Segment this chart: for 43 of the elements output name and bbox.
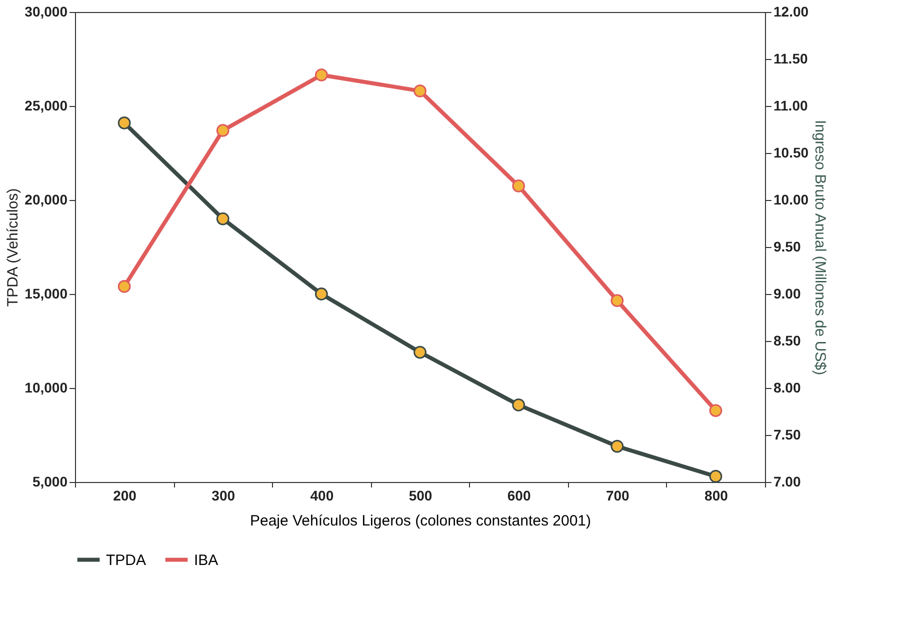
y2-tick-label: 8.00 — [774, 380, 801, 396]
x-axis-title: Peaje Vehículos Ligeros (colones constantes 2001) — [250, 512, 592, 530]
point — [216, 212, 230, 226]
x-tick-label: 400 — [310, 488, 334, 504]
x-tick-label: 600 — [507, 488, 531, 504]
point — [118, 116, 131, 130]
y2-tick-label: 9.50 — [774, 238, 801, 254]
x-tick-label: 700 — [606, 488, 630, 504]
y2-tick-label: 7.50 — [774, 426, 801, 442]
y-tick-label: 30,000 — [24, 4, 68, 20]
point — [610, 440, 624, 453]
x-tick-label: 300 — [212, 488, 236, 504]
legend-label: IBA — [194, 552, 218, 569]
y2-axis-title: Ingreso Bruto Anual (Millones de US$) — [812, 120, 829, 376]
y2-tick-label: 7.00 — [774, 474, 801, 490]
y2-tick-label: 8.50 — [774, 332, 801, 348]
point — [118, 280, 131, 293]
x-tick-label: 800 — [704, 488, 728, 504]
y2-tick-label: 11.00 — [774, 98, 808, 114]
point — [610, 294, 624, 308]
y2-tick-label: 11.50 — [774, 50, 808, 66]
point — [709, 470, 722, 483]
point — [414, 84, 426, 98]
y2-tick-label: 10.00 — [774, 192, 809, 208]
point — [512, 179, 526, 192]
point — [512, 398, 526, 412]
legend-label: TPDA — [106, 552, 146, 569]
x-tick-label: 500 — [408, 488, 432, 504]
y2-tick-label: 12.00 — [774, 4, 809, 20]
y-tick-label: 10,000 — [24, 380, 68, 396]
y2-tick-label: 9.00 — [774, 286, 801, 302]
y-tick-label: 5,000 — [32, 474, 68, 490]
point — [414, 346, 426, 359]
y-tick-label: 20,000 — [24, 192, 68, 208]
y-tick-label: 15,000 — [24, 286, 68, 302]
point — [709, 404, 722, 417]
y-tick-label: 25,000 — [24, 98, 68, 114]
x-tick-label: 200 — [113, 488, 137, 504]
y2-tick-label: 10.50 — [774, 144, 809, 160]
y-axis-title: TPDA (Vehículos) — [4, 188, 22, 307]
point — [314, 68, 328, 82]
point — [216, 124, 230, 137]
point — [314, 288, 328, 300]
